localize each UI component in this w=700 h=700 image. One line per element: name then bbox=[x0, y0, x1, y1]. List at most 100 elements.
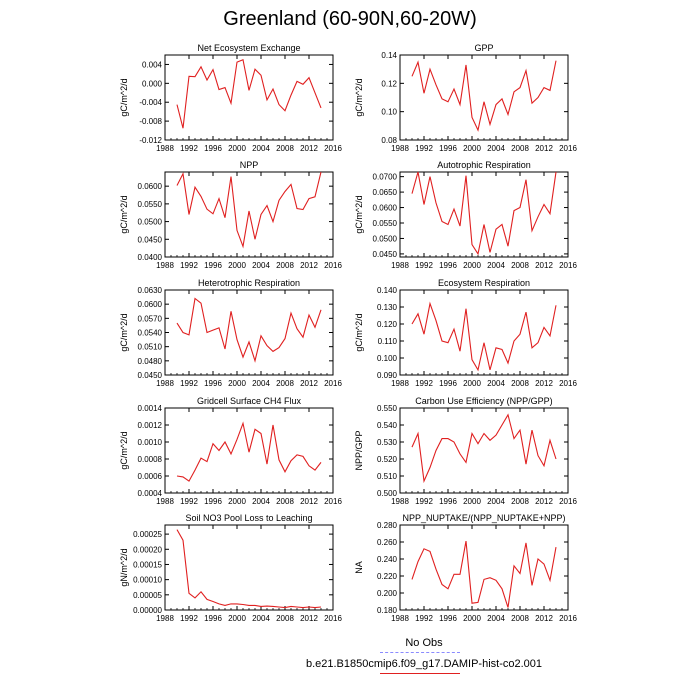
y-axis-label: NPP/GPP bbox=[354, 430, 364, 470]
legend-obs-line bbox=[380, 652, 460, 653]
y-tick-label: 0.000 bbox=[142, 79, 163, 88]
y-tick-label: 0.520 bbox=[377, 455, 398, 464]
legend-case-label: b.e21.B1850cmip6.f09_g17.DAMIP-hist-co2.… bbox=[305, 658, 543, 670]
y-tick-label: 0.0008 bbox=[138, 455, 163, 464]
y-tick-label: 0.200 bbox=[377, 589, 398, 598]
y-tick-label: 0.180 bbox=[377, 606, 398, 615]
x-tick-label: 2004 bbox=[487, 497, 505, 506]
x-tick-label: 2008 bbox=[276, 379, 294, 388]
x-tick-label: 2004 bbox=[487, 614, 505, 623]
x-tick-label: 1988 bbox=[391, 379, 409, 388]
series-line bbox=[411, 60, 557, 132]
legend-obs-label: No Obs bbox=[405, 637, 443, 649]
x-tick-label: 1988 bbox=[156, 379, 174, 388]
x-tick-label: 1996 bbox=[204, 497, 222, 506]
legend-case-line bbox=[380, 673, 460, 674]
y-axis-label: gC/m^2/d bbox=[119, 313, 129, 351]
series-line bbox=[411, 541, 557, 608]
x-tick-label: 1992 bbox=[180, 614, 198, 623]
y-tick-label: 0.0004 bbox=[138, 489, 163, 498]
x-tick-label: 2008 bbox=[511, 497, 529, 506]
y-tick-label: 0.004 bbox=[142, 60, 163, 69]
x-tick-label: 2008 bbox=[511, 144, 529, 153]
x-tick-label: 2000 bbox=[463, 144, 481, 153]
x-tick-label: 2012 bbox=[300, 497, 318, 506]
x-tick-label: 2012 bbox=[300, 614, 318, 623]
x-tick-label: 2016 bbox=[559, 497, 577, 506]
x-tick-label: 1992 bbox=[415, 497, 433, 506]
x-tick-label: 1992 bbox=[415, 379, 433, 388]
x-tick-label: 1988 bbox=[391, 497, 409, 506]
chart-panel: Net Ecosystem Exchange gC/m^2/d 1988 1992 19… bbox=[119, 43, 342, 153]
y-axis-label: gC/m^2/d bbox=[119, 195, 129, 233]
y-axis-label: gC/m^2/d bbox=[354, 78, 364, 116]
y-tick-label: 0.0600 bbox=[138, 300, 163, 309]
y-tick-label: -0.004 bbox=[139, 98, 162, 107]
y-tick-label: 0.00015 bbox=[133, 560, 162, 569]
y-tick-label: 0.0630 bbox=[138, 286, 163, 295]
x-tick-label: 1996 bbox=[439, 379, 457, 388]
chart-title: GPP bbox=[474, 43, 493, 53]
y-axis-label: gC/m^2/d bbox=[354, 313, 364, 351]
plot-frame bbox=[164, 171, 334, 258]
x-tick-label: 2000 bbox=[228, 614, 246, 623]
chart-title: Heterotrophic Respiration bbox=[198, 278, 300, 288]
chart-title: NPP_NUPTAKE/(NPP_NUPTAKE+NPP) bbox=[403, 513, 566, 523]
x-tick-label: 2012 bbox=[300, 379, 318, 388]
x-tick-label: 1996 bbox=[204, 379, 222, 388]
x-tick-label: 1996 bbox=[439, 497, 457, 506]
x-tick-label: 2012 bbox=[535, 379, 553, 388]
x-tick-label: 2008 bbox=[511, 379, 529, 388]
y-axis-label: gC/m^2/d bbox=[119, 78, 129, 116]
y-tick-label: 0.0510 bbox=[138, 343, 163, 352]
x-tick-label: 1988 bbox=[156, 261, 174, 270]
y-tick-label: 0.510 bbox=[377, 472, 398, 481]
y-tick-label: 0.0570 bbox=[138, 314, 163, 323]
y-tick-label: 0.14 bbox=[381, 51, 397, 60]
x-tick-label: 2004 bbox=[252, 144, 270, 153]
x-tick-label: 2000 bbox=[463, 261, 481, 270]
y-tick-label: 0.500 bbox=[377, 489, 398, 498]
x-tick-label: 2016 bbox=[559, 614, 577, 623]
plot-frame bbox=[399, 407, 569, 494]
y-axis-label: gN/m^2/d bbox=[119, 548, 129, 586]
y-tick-label: 0.090 bbox=[377, 371, 398, 380]
plot-frame bbox=[399, 171, 569, 258]
x-tick-label: 2000 bbox=[228, 379, 246, 388]
y-tick-label: 0.0600 bbox=[373, 204, 398, 213]
y-tick-label: 0.08 bbox=[381, 136, 397, 145]
y-tick-label: 0.0500 bbox=[373, 234, 398, 243]
y-axis-label: NA bbox=[354, 561, 364, 574]
x-tick-label: 2004 bbox=[487, 144, 505, 153]
x-tick-label: 2016 bbox=[559, 261, 577, 270]
x-tick-label: 2012 bbox=[300, 144, 318, 153]
x-tick-label: 2000 bbox=[228, 261, 246, 270]
x-tick-label: 1992 bbox=[180, 144, 198, 153]
x-tick-label: 2008 bbox=[276, 144, 294, 153]
chart-panel: Heterotrophic Respiration gC/m^2/d 1988 199… bbox=[119, 278, 342, 388]
y-tick-label: 0.0650 bbox=[373, 188, 398, 197]
x-tick-label: 2012 bbox=[535, 261, 553, 270]
y-tick-label: 0.0006 bbox=[138, 472, 163, 481]
series-line bbox=[176, 529, 322, 609]
chart-panel: Autotrophic Respiration gC/m^2/d 1988 1992 1… bbox=[354, 160, 577, 270]
x-tick-label: 1992 bbox=[415, 261, 433, 270]
y-tick-label: 0.0540 bbox=[138, 329, 163, 338]
x-tick-label: 2004 bbox=[252, 614, 270, 623]
y-tick-label: 0.100 bbox=[377, 354, 398, 363]
x-tick-label: 1992 bbox=[415, 614, 433, 623]
y-tick-label: 0.0550 bbox=[373, 219, 398, 228]
chart-panel: Ecosystem Respiration gC/m^2/d 1988 1992 199… bbox=[354, 278, 577, 388]
x-tick-label: 2000 bbox=[228, 144, 246, 153]
x-tick-label: 2004 bbox=[252, 379, 270, 388]
x-tick-label: 2016 bbox=[324, 614, 342, 623]
chart-panel: NPP_NUPTAKE/(NPP_NUPTAKE+NPP) NA 1988 1992 1… bbox=[354, 513, 577, 623]
chart-panel: Carbon Use Efficiency (NPP/GPP) NPP/GPP 19… bbox=[354, 396, 577, 506]
y-tick-label: 0.280 bbox=[377, 521, 398, 530]
y-tick-label: 0.00000 bbox=[133, 606, 162, 615]
y-tick-label: 0.00020 bbox=[133, 545, 162, 554]
y-tick-label: 0.110 bbox=[378, 337, 398, 346]
y-tick-label: 0.0700 bbox=[373, 173, 398, 182]
y-tick-label: 0.0400 bbox=[138, 253, 163, 262]
